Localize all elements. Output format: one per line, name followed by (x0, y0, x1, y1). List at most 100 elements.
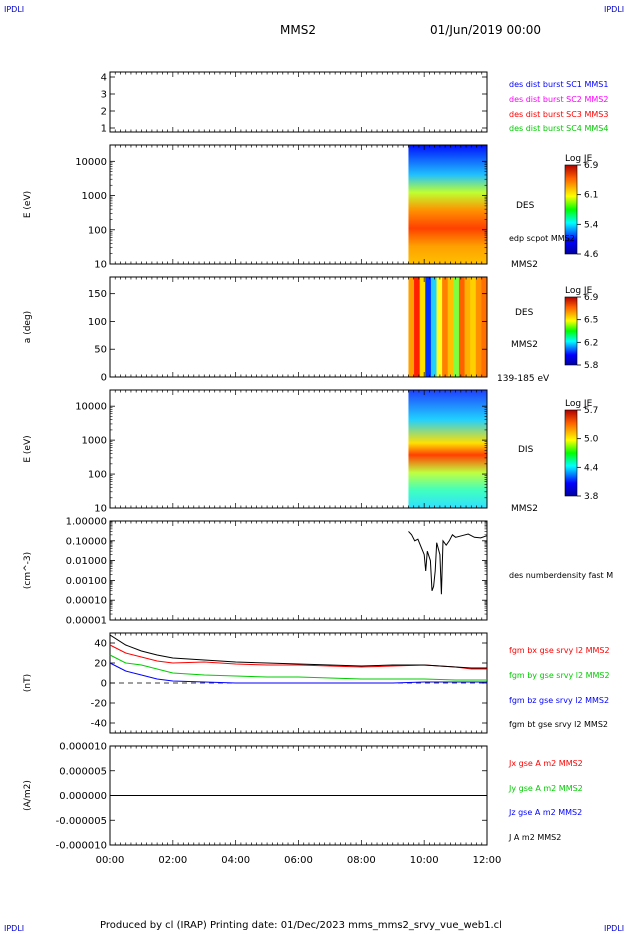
des-energy-spectrogram-colorbar-tick: 5.4 (584, 220, 599, 230)
corner-label-bottom-left: IPDLI (4, 924, 24, 933)
des-pitch-angle-side-label: MMS2 (511, 340, 538, 350)
x-axis-tick-label: 10:00 (410, 855, 439, 866)
number-density-ytick-label: 0.00010 (66, 596, 107, 607)
magnetic-field-series-fgm-bt-gse-srvy-l2-mms2 (109, 634, 487, 669)
spacecraft-panel-ytick-label: 4 (101, 73, 107, 84)
magnetic-field-ytick-label: -40 (91, 719, 107, 730)
des-pitch-angle-ylabel: a (deg) (23, 311, 33, 343)
x-axis-tick-label: 08:00 (347, 855, 376, 866)
magnetic-field-legend-item: fgm by gse srvy l2 MMS2 (509, 671, 610, 680)
des-pitch-angle-stripe (458, 277, 466, 377)
des-pitch-angle-side-label: 139-185 eV (497, 374, 550, 384)
number-density-ytick-label: 0.01000 (66, 556, 107, 567)
current-density-ylabel: (A/m2) (23, 780, 33, 811)
dis-energy-spectrogram-side-label: MMS2 (511, 504, 538, 514)
magnetic-field-series-fgm-by-gse-srvy-l2-mms2 (109, 654, 487, 681)
des-energy-spectrogram-ytick-label: 10000 (75, 157, 107, 168)
dis-energy-spectrogram-colorbar-tick: 5.0 (584, 435, 599, 445)
current-density-ytick-label: 0.000005 (59, 766, 107, 777)
des-pitch-angle-stripe (475, 277, 482, 377)
number-density-ylabel: (cm^-3) (23, 552, 33, 589)
magnetic-field-ytick-label: 40 (94, 639, 107, 650)
des-pitch-angle-colorbar-tick: 6.9 (584, 293, 599, 303)
dis-energy-spectrogram-side-label: DIS (518, 445, 534, 455)
magnetic-field-ytick-label: 0 (101, 679, 107, 690)
des-pitch-angle-stripe (453, 277, 460, 377)
des-energy-spectrogram-side-label: MMS2 (511, 260, 538, 270)
magnetic-field-ylabel: (nT) (23, 674, 33, 692)
corner-label-bottom-right: IPDLI (604, 924, 624, 933)
des-energy-spectrogram-colorbar-tick: 6.1 (584, 191, 598, 201)
des-pitch-angle-stripe (447, 277, 454, 377)
des-pitch-angle-colorbar-title: Log JE (565, 286, 593, 296)
x-axis-tick-label: 12:00 (473, 855, 502, 866)
des-pitch-angle-stripe (464, 277, 471, 377)
des-energy-spectrogram-side-label: edp scpot MMS2 (509, 234, 575, 243)
current-density-ytick-label: -0.000005 (56, 816, 107, 827)
corner-label-top-left: IPDLI (4, 5, 24, 14)
des-pitch-angle-colorbar-tick: 5.8 (584, 361, 599, 371)
spectrogram-images (408, 145, 488, 508)
magnetic-field-legend-item: fgm bt gse srvy l2 MMS2 (509, 720, 608, 729)
des-energy-spectrogram-ytick-label: 100 (88, 225, 107, 236)
des-pitch-angle-stripe (436, 277, 443, 377)
dis-energy-spectrogram-image (408, 390, 487, 508)
dis-energy-spectrogram-colorbar-tick: 5.7 (584, 406, 598, 416)
dis-energy-spectrogram-colorbar-tick: 4.4 (584, 463, 599, 473)
des-pitch-angle-side-label: DES (515, 308, 534, 318)
des-energy-spectrogram-colorbar-tick: 6.9 (584, 161, 599, 171)
current-density-ytick-label: -0.000010 (56, 841, 107, 852)
spacecraft-panel-legend-item: des dist burst SC3 MMS3 (509, 110, 608, 119)
dis-energy-spectrogram-ytick-label: 10000 (75, 402, 107, 413)
header-date: 01/Jun/2019 00:00 (430, 23, 541, 37)
des-pitch-angle-stripe (408, 277, 415, 377)
des-pitch-angle-ytick-label: 100 (88, 317, 107, 328)
x-axis-tick-label: 06:00 (284, 855, 313, 866)
number-density-ytick-label: 0.00001 (66, 616, 107, 627)
dis-energy-spectrogram-colorbar-title: Log JE (565, 399, 593, 409)
des-pitch-angle-colorbar-tick: 6.5 (584, 316, 598, 326)
dis-energy-spectrogram-colorbar-tick: 3.8 (584, 492, 599, 502)
number-density-ytick-label: 0.10000 (66, 536, 107, 547)
current-density-legend-item: Jy gse A m2 MMS2 (508, 784, 583, 793)
magnetic-field-legend-item: fgm bx gse srvy l2 MMS2 (509, 646, 610, 655)
spacecraft-panel-legend-item: des dist burst SC4 MMS4 (509, 124, 608, 133)
des-pitch-angle-stripe (470, 277, 477, 377)
des-pitch-angle-ytick-label: 0 (101, 373, 107, 384)
spacecraft-panel-ytick-label: 1 (101, 124, 107, 135)
des-energy-spectrogram-ytick-label: 1000 (82, 191, 107, 202)
spacecraft-panel-legend-item: des dist burst SC1 MMS1 (509, 80, 608, 89)
des-pitch-angle-ytick-label: 50 (94, 345, 107, 356)
des-pitch-angle-colorbar-tick: 6.2 (584, 338, 598, 348)
des-pitch-angle-stripe (425, 277, 432, 377)
spacecraft-panel-ytick-label: 3 (101, 90, 107, 101)
des-pitch-angle-colorbar (564, 296, 578, 366)
footer-text: Produced by cl (IRAP) Printing date: 01/… (100, 920, 502, 931)
dis-energy-spectrogram-ylabel: E (eV) (23, 435, 33, 462)
des-pitch-angle-stripe (481, 277, 488, 377)
magnetic-field-ytick-label: -20 (91, 699, 107, 710)
des-energy-spectrogram-image (408, 145, 487, 264)
des-pitch-angle-stripe (442, 277, 449, 377)
magnetic-field-legend-item: fgm bz gse srvy l2 MMS2 (509, 696, 609, 705)
current-density-legend-item: Jz gse A m2 MMS2 (508, 808, 582, 817)
des-energy-spectrogram-ylabel: E (eV) (23, 191, 33, 218)
number-density-ytick-label: 1.00000 (66, 517, 107, 528)
des-energy-spectrogram-ytick-label: 10 (94, 260, 107, 271)
dis-energy-spectrogram-ytick-label: 1000 (82, 436, 107, 447)
des-pitch-angle-ytick-label: 150 (88, 289, 107, 300)
des-pitch-angle-stripe (430, 277, 438, 377)
current-density-legend-item: Jx gse A m2 MMS2 (508, 759, 583, 768)
current-density-ytick-label: 0.000000 (59, 791, 107, 802)
magnetic-field-ytick-label: 20 (94, 659, 107, 670)
number-density-ytick-label: 0.00100 (66, 576, 107, 587)
magnetic-field-series-fgm-bz-gse-srvy-l2-mms2 (109, 662, 487, 684)
current-density-ytick-label: 0.000010 (59, 742, 107, 753)
number-density-series-des-numberdensity-fast-m (408, 531, 488, 595)
spacecraft-panel-legend-item: des dist burst SC2 MMS2 (509, 95, 608, 104)
dis-energy-spectrogram-ytick-label: 100 (88, 470, 107, 481)
spacecraft-panel-ytick-label: 2 (101, 107, 107, 118)
x-axis-tick-label: 04:00 (221, 855, 250, 866)
panel-axes: 4 3 2 1 des dist burst SC1 MMS1 des dist burs… (23, 71, 613, 866)
des-pitch-angle-stripe (419, 277, 426, 377)
